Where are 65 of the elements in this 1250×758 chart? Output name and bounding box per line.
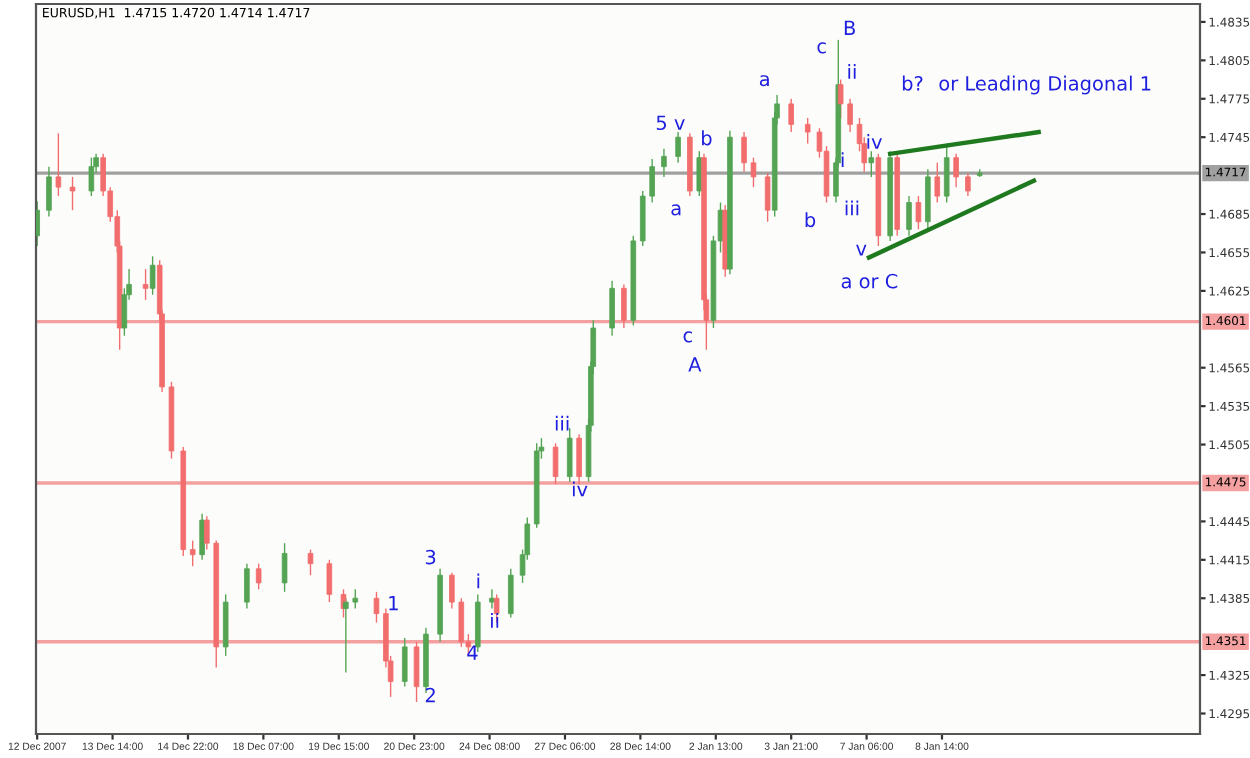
candlestick [401, 637, 408, 688]
candlestick [199, 513, 205, 561]
candlestick [55, 132, 62, 197]
candlestick [326, 559, 333, 603]
candlestick [915, 195, 922, 231]
candlestick [46, 165, 52, 218]
annotation: iv [867, 134, 882, 149]
candlestick [696, 150, 703, 197]
candlestick [943, 142, 950, 204]
candlestick [142, 268, 149, 301]
annotation: c [817, 42, 826, 54]
annotation: 5 v [656, 115, 685, 131]
candlestick [413, 641, 420, 703]
annotation: b? [902, 75, 923, 91]
annotation: iv [572, 481, 588, 497]
candlestick [621, 283, 627, 329]
candlestick [675, 131, 681, 164]
annotation: a [759, 75, 769, 87]
candlestick [255, 562, 262, 590]
candlestick [149, 255, 156, 296]
annotation: 1 [389, 595, 398, 611]
candlestick [508, 568, 514, 619]
annotation: ii [491, 612, 499, 628]
annotation: or Leading Diagonal 1 [939, 75, 1151, 95]
annotation: a [671, 204, 681, 216]
annotation: v [856, 244, 867, 256]
candlestick [906, 195, 912, 237]
annotation: iii [555, 415, 569, 431]
candlestick [36, 200, 40, 247]
annotation: A [688, 357, 702, 372]
candlestick [934, 162, 941, 204]
candlestick [868, 150, 875, 178]
candlestick [953, 153, 959, 188]
candlestick [764, 172, 771, 223]
annotation: a or C [841, 273, 898, 289]
annotation: 2 [425, 687, 435, 703]
candlestick [244, 562, 250, 610]
candlestick [307, 548, 314, 576]
candlestick [475, 593, 481, 653]
candlestick [965, 172, 971, 197]
annotation: ii [848, 63, 856, 79]
annotation: iii [845, 200, 859, 216]
candlestick [925, 168, 931, 231]
candlestick [281, 542, 288, 593]
candlestick [189, 539, 196, 567]
candlestick [804, 117, 811, 145]
candlestick [69, 176, 76, 211]
annotation: i [477, 573, 480, 589]
candlestick [552, 442, 559, 485]
candlestick [661, 148, 667, 178]
candlestick [489, 588, 495, 610]
annotation: i [841, 152, 844, 168]
annotation: 4 [467, 645, 478, 660]
candlestick [566, 427, 573, 483]
candlestick [788, 98, 794, 133]
candlestick [609, 279, 615, 337]
candlestick [576, 433, 582, 485]
annotation: B [844, 20, 855, 35]
annotation: b [805, 212, 816, 228]
annotation: c [683, 331, 692, 343]
candlestick [373, 591, 380, 624]
annotation: b [702, 130, 712, 146]
candlestick [88, 156, 95, 197]
candlestick [222, 593, 229, 657]
annotation: 3 [425, 549, 436, 565]
